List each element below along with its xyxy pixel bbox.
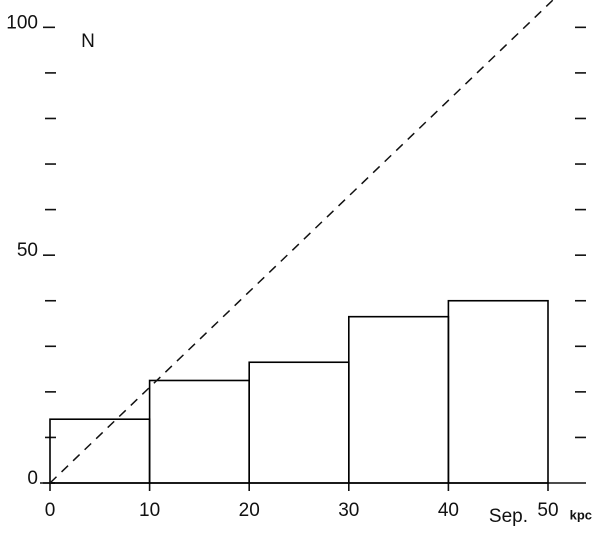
histogram-bar [148, 379, 251, 484]
histogram-bar [248, 361, 350, 484]
x-tick-label: 30 [338, 500, 359, 521]
x-tick-label: 10 [139, 500, 160, 521]
y-tick-label: 0 [27, 468, 38, 489]
x-tick-label: 20 [239, 500, 260, 521]
x-tick-label: 0 [45, 500, 56, 521]
histogram-bar [347, 315, 450, 484]
reference-line [49, 0, 554, 484]
x-tick-label: 40 [438, 500, 459, 521]
x-axis-unit: kpc [570, 507, 592, 522]
y-axis-label: N [81, 31, 95, 52]
histogram-bar [447, 299, 549, 484]
histogram-bar [49, 418, 151, 484]
x-tick-label: 50 [537, 500, 558, 521]
x-axis-label: Sep. [489, 506, 528, 527]
y-tick-label: 50 [17, 240, 38, 261]
y-tick-label: 100 [6, 12, 38, 33]
